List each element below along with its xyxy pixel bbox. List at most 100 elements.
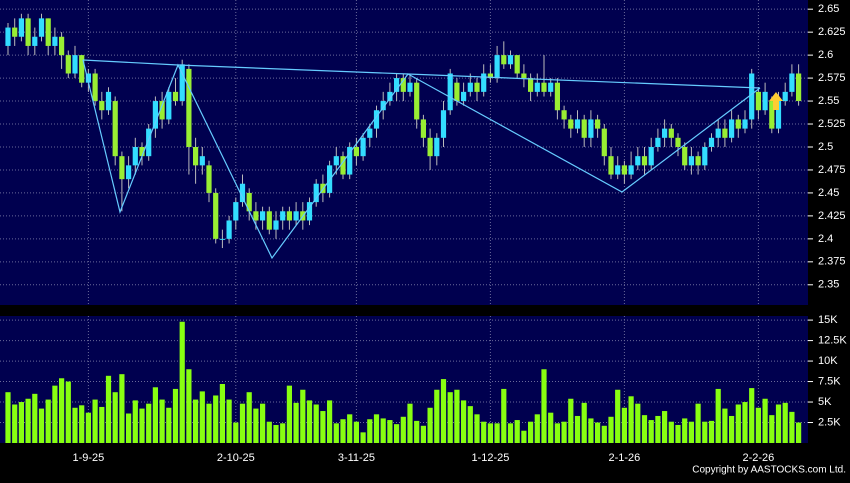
candle-body: [152, 101, 158, 129]
volume-bar: [85, 412, 91, 443]
candle-body: [280, 211, 286, 221]
candle-body: [507, 55, 514, 65]
volume-bar: [648, 420, 654, 443]
buy-arrow: [769, 92, 783, 110]
candle-body: [601, 128, 607, 157]
volume-bar: [595, 422, 601, 443]
volume-bar: [266, 421, 272, 443]
candle-body: [18, 18, 24, 37]
y-tick-label: 2.425: [818, 210, 846, 222]
volume-bar: [186, 369, 192, 443]
y-tick-label: 2.625: [818, 26, 846, 38]
volume-bar: [440, 379, 447, 443]
candle-body: [286, 211, 292, 221]
candle-body: [467, 82, 473, 92]
candle-body: [219, 238, 225, 240]
y-tick-label: 2.6: [818, 49, 833, 61]
y-tick-label: 10K: [818, 355, 838, 367]
y-tick-label: 12.5K: [818, 334, 847, 346]
candle-body: [394, 78, 400, 92]
volume-bar: [742, 402, 748, 443]
candle-body: [447, 73, 453, 111]
volume-bar: [360, 432, 366, 443]
candle-body: [568, 119, 574, 129]
y-tick-label: 2.4: [818, 233, 833, 245]
candle-body: [266, 211, 272, 230]
volume-bar: [126, 413, 132, 443]
volume-bar: [528, 421, 534, 443]
volume-bar: [320, 411, 326, 443]
volume-bar: [193, 399, 199, 443]
volume-bar: [641, 415, 648, 443]
candle-body: [239, 183, 246, 203]
candle-body: [159, 101, 165, 120]
volume-bar: [273, 424, 279, 443]
candle-body: [541, 82, 547, 92]
candle-body: [92, 73, 98, 102]
volume-bar: [92, 399, 98, 443]
candle-body: [561, 110, 567, 120]
candle-body: [434, 137, 440, 157]
candle-body: [769, 101, 775, 129]
candle-body: [755, 91, 761, 111]
volume-bar: [159, 399, 165, 443]
candle-body: [347, 146, 353, 175]
candle-body: [782, 91, 788, 102]
volume-bar: [293, 402, 299, 443]
volume-bar: [373, 414, 380, 443]
volume-bar: [52, 385, 58, 443]
volume-bar: [206, 403, 212, 443]
candle-body: [313, 183, 319, 203]
candle-body: [702, 146, 708, 166]
candle-body: [79, 55, 85, 83]
candle-body: [306, 202, 313, 221]
volume-bar: [615, 389, 621, 443]
volume-bar: [541, 369, 547, 443]
volume-bar: [400, 416, 406, 443]
x-tick-label: 2-2-26: [743, 452, 775, 464]
volume-bar: [286, 385, 292, 443]
volume-bar: [789, 411, 795, 443]
volume-bar: [407, 403, 413, 443]
volume-bar: [380, 418, 386, 443]
candle-body: [233, 202, 239, 221]
candle-body: [749, 73, 755, 120]
volume-bar: [414, 420, 420, 443]
volume-bar: [782, 402, 788, 443]
candle-body: [414, 82, 420, 120]
volume-bar: [233, 422, 239, 443]
volume-bar: [467, 406, 473, 443]
candle-body: [427, 137, 433, 157]
candle-body: [494, 55, 500, 79]
volume-bar: [722, 408, 728, 443]
volume-bar: [347, 414, 353, 443]
volume-bar: [367, 419, 373, 443]
candle-body: [608, 156, 614, 175]
candle-body: [682, 146, 688, 166]
volume-bar: [675, 424, 681, 443]
candle-body: [112, 101, 118, 157]
candle-body: [260, 211, 266, 221]
volume-bar: [501, 388, 507, 443]
candle-body: [695, 156, 701, 166]
candle-body: [166, 91, 172, 120]
volume-bar: [581, 402, 587, 443]
candle-body: [487, 73, 493, 79]
candle-body: [668, 128, 674, 138]
candle-body: [635, 156, 641, 166]
volume-bar: [79, 405, 85, 443]
volume-bar: [695, 403, 701, 443]
volume-bar: [769, 415, 775, 443]
candle-body: [333, 156, 339, 166]
x-tick-label: 1-12-25: [471, 452, 509, 464]
candle-body: [648, 146, 654, 166]
volume-bar: [668, 421, 674, 443]
x-tick-label: 1-9-25: [73, 452, 105, 464]
volume-bar: [179, 321, 185, 443]
y-tick-label: 2.375: [818, 256, 846, 268]
volume-bar: [474, 414, 480, 443]
candle-body: [655, 137, 661, 147]
candle-body: [461, 91, 467, 102]
volume-bar: [166, 407, 172, 443]
volume-bar: [18, 402, 24, 443]
